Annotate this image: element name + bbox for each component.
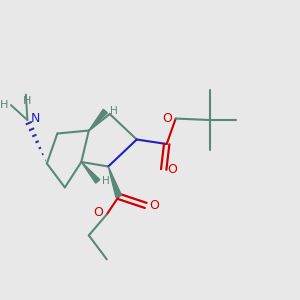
Text: O: O bbox=[167, 163, 177, 176]
Text: O: O bbox=[149, 199, 159, 212]
Text: N: N bbox=[31, 112, 40, 125]
Polygon shape bbox=[81, 162, 100, 183]
Polygon shape bbox=[89, 109, 107, 130]
Text: O: O bbox=[162, 112, 172, 125]
Polygon shape bbox=[108, 167, 122, 197]
Text: H: H bbox=[0, 100, 8, 110]
Text: H: H bbox=[102, 176, 110, 187]
Text: O: O bbox=[94, 206, 103, 218]
Text: H: H bbox=[23, 96, 32, 106]
Text: H: H bbox=[110, 106, 118, 116]
